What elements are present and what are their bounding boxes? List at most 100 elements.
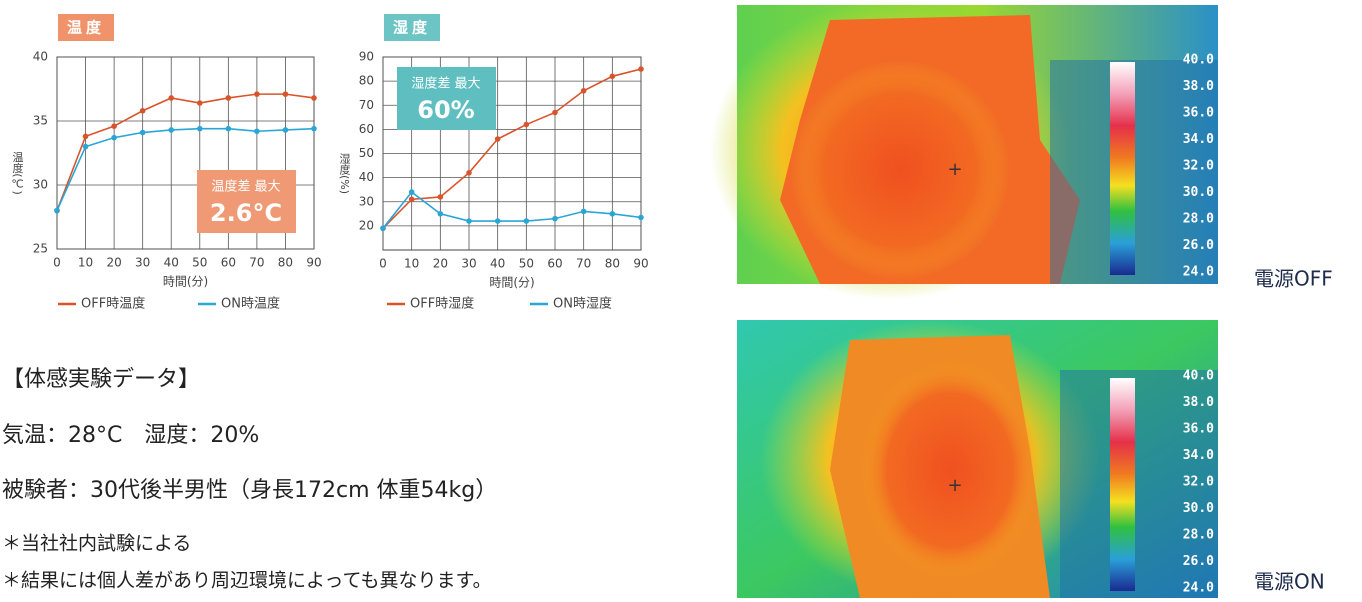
x-tick-label: 10 (78, 256, 93, 270)
y-tick-label: 25 (33, 242, 48, 256)
annotation: 温度差 最大 (211, 179, 280, 195)
scale-label: 28.0 (1183, 212, 1214, 227)
x-tick-label: 40 (164, 256, 179, 270)
point (380, 225, 386, 232)
thermal-on: + (737, 320, 1218, 600)
point (437, 211, 444, 217)
scale-label: 24.0 (1183, 265, 1214, 280)
scale-label: 38.0 (1183, 79, 1214, 94)
y-tick-label: 35 (33, 114, 48, 128)
series-line (382, 68, 642, 229)
x-tick-label: 10 (404, 257, 419, 271)
y-tick-label: 40 (359, 170, 374, 184)
scale-label: 26.0 (1183, 238, 1214, 253)
point (54, 207, 60, 214)
thermal-off: + (710, 0, 1218, 300)
point (466, 218, 472, 224)
subject: 被験者：30代後半男性（身長172cm 体重54kg） (2, 478, 497, 503)
x-tick-label: 90 (306, 256, 321, 270)
y-tick-label: 80 (359, 74, 374, 88)
point (139, 107, 146, 114)
scale-label: 32.0 (1183, 159, 1214, 174)
legend-label: ON時湿度 (553, 296, 612, 312)
point (552, 215, 558, 222)
x-tick-label: 80 (278, 256, 293, 270)
chart: 湿度 0 10 20 30 40 50 60 70 80 90 20 30 40 50 60 70 80 90 湿度(… (338, 14, 649, 312)
y-tick-label: 40 (33, 50, 48, 64)
annotation-value: 60% (417, 96, 474, 124)
point (638, 66, 644, 72)
x-tick-label: 60 (547, 257, 562, 271)
scale-label: 40.0 (1183, 53, 1214, 68)
point (552, 109, 558, 116)
point (82, 133, 89, 140)
x-tick-label: 30 (135, 256, 150, 270)
x-tick-label: 0 (379, 257, 387, 271)
y-tick-label: 30 (33, 178, 48, 192)
annotation-value: 2.6°C (210, 199, 282, 227)
point (408, 196, 415, 203)
hot-area (790, 60, 1010, 280)
point (254, 128, 260, 135)
scale-label: 30.0 (1183, 185, 1214, 200)
scale-label: 28.0 (1183, 528, 1214, 543)
cursor: + (947, 159, 962, 180)
scale-label: 36.0 (1183, 422, 1214, 437)
image-caption: 電源ON (1254, 570, 1325, 594)
point (494, 218, 501, 224)
legend-label: OFF時温度 (81, 296, 145, 312)
x-tick-label: 40 (490, 257, 505, 271)
y-tick-label: 90 (359, 50, 374, 64)
legend-label: OFF時湿度 (410, 296, 474, 312)
annotation-box (197, 170, 296, 233)
point (111, 123, 117, 129)
point (580, 87, 587, 94)
point (282, 91, 289, 97)
scale-label: 38.0 (1183, 395, 1214, 410)
point (580, 208, 587, 215)
x-tick-label: 60 (221, 256, 236, 270)
cool-area (1060, 370, 1218, 598)
series-line (56, 93, 315, 211)
scale-label: 26.0 (1183, 554, 1214, 569)
x-tick-label: 20 (433, 257, 448, 271)
x-tick-label: 80 (605, 257, 620, 271)
footnote: ＊当社社内試験による (2, 533, 191, 555)
color-bar (1110, 62, 1135, 275)
point (111, 134, 117, 141)
x-tick-label: 50 (192, 256, 207, 270)
charts: 温度 0 10 20 30 40 50 60 70 80 90 25 30 35 40 温度(℃) 時間(分) O… (11, 14, 649, 312)
scales: 40.0 38.0 36.0 34.0 32.0 30.0 28.0 26.0 24.0 電源OF… (1183, 53, 1333, 596)
scale-label: 32.0 (1183, 475, 1214, 490)
color-bar (1110, 378, 1135, 591)
x-tick-label: 30 (461, 257, 476, 271)
series-line (56, 127, 315, 211)
annotation: 湿度差 最大 (411, 76, 480, 92)
y-axis-label: 湿度(%) (338, 153, 351, 194)
scale-label: 34.0 (1183, 448, 1214, 463)
notes: 【体感実験データ】 気温：28°C 湿度：20% 被験者：30代後半男性（身長1… (2, 367, 497, 592)
notes-heading: 【体感実験データ】 (2, 367, 200, 392)
point (225, 95, 232, 101)
point (168, 127, 175, 133)
chart-title: 湿度 (393, 19, 431, 37)
chart: 温度 0 10 20 30 40 50 60 70 80 90 25 30 35 40 温度(℃) 時間(分) O… (11, 14, 322, 312)
scale-label: 36.0 (1183, 106, 1214, 121)
hot-area (860, 360, 1040, 580)
x-axis-label: 時間(分) (489, 276, 534, 290)
scale-label: 30.0 (1183, 501, 1214, 516)
image-caption: 電源OFF (1254, 267, 1333, 291)
point (254, 91, 260, 97)
point (82, 143, 89, 150)
point (311, 95, 317, 101)
x-tick-label: 0 (53, 256, 61, 270)
point (196, 100, 203, 106)
scale-label: 40.0 (1183, 369, 1214, 384)
y-tick-label: 20 (359, 218, 374, 232)
y-tick-label: 70 (359, 98, 374, 112)
chart-title-tag (58, 14, 114, 41)
scale-label: 34.0 (1183, 132, 1214, 147)
point (609, 73, 616, 80)
point (638, 214, 644, 221)
